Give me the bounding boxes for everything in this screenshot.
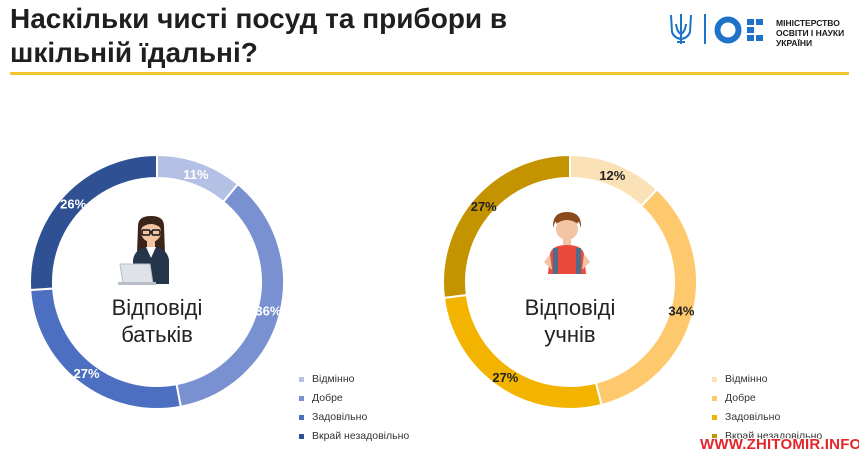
legend-swatch xyxy=(299,377,304,382)
students-segment-labels: 12% 34% 27% 27% xyxy=(471,168,695,385)
students-legend: Відмінно Добре Задовільно Вкрай незадові… xyxy=(712,370,822,446)
page-title: Наскільки чисті посуд та прибори в шкіль… xyxy=(10,2,630,70)
ministry-name-line-2: ОСВІТИ І НАУКИ xyxy=(776,28,845,38)
legend-label: Відмінно xyxy=(312,373,355,385)
students-center-label-line-1: Відповіді xyxy=(525,295,616,320)
ministry-mark-icon xyxy=(714,16,763,44)
legend-swatch xyxy=(299,415,304,420)
students-segment-3 xyxy=(442,293,603,410)
legend-label: Вкрай незадовільно xyxy=(725,430,823,442)
students-segment-label-4: 27% xyxy=(471,199,497,214)
parents-legend-item: Задовільно xyxy=(299,408,409,427)
students-segment-2 xyxy=(594,188,698,407)
parents-legend-item: Добре xyxy=(299,389,409,408)
legend-swatch xyxy=(712,377,717,382)
parents-segments xyxy=(29,153,285,410)
legend-swatch xyxy=(299,396,304,401)
ministry-logo: МІНІСТЕРСТВО ОСВІТИ І НАУКИ УКРАЇНИ xyxy=(668,10,858,50)
ministry-name-line-1: МІНІСТЕРСТВО xyxy=(776,18,840,28)
legend-label: Задовільно xyxy=(312,411,368,423)
parents-segment-labels: 11% 36% 27% 26% xyxy=(60,167,282,381)
parents-segment-4 xyxy=(29,153,158,292)
parents-segment-label-4: 26% xyxy=(60,196,86,211)
legend-label: Відмінно xyxy=(725,373,768,385)
students-segment-label-1: 12% xyxy=(599,168,625,183)
parents-segment-label-3: 27% xyxy=(74,366,100,381)
student-boy-icon xyxy=(544,212,590,274)
parents-segment-1 xyxy=(156,153,240,204)
parents-segment-2 xyxy=(175,182,285,408)
parents-segment-label-2: 36% xyxy=(255,304,281,319)
students-legend-item: Задовільно xyxy=(712,408,822,427)
ministry-name-line-3: УКРАЇНИ xyxy=(776,38,813,48)
parent-woman-laptop-icon xyxy=(118,216,169,285)
ministry-name: МІНІСТЕРСТВО ОСВІТИ І НАУКИ УКРАЇНИ xyxy=(776,18,856,48)
site-watermark: WWW.ZHITOMIR.INFO xyxy=(700,436,859,453)
students-segments xyxy=(442,153,698,410)
parents-legend-item: Вкрай незадовільно xyxy=(299,427,409,446)
legend-swatch xyxy=(712,415,717,420)
legend-label: Добре xyxy=(312,392,343,404)
parents-segment-3 xyxy=(29,287,182,410)
parents-legend: Відмінно Добре Задовільно Вкрай незадові… xyxy=(299,370,409,446)
parents-center-label-line-2: батьків xyxy=(121,322,193,347)
students-segment-label-3: 27% xyxy=(492,370,518,385)
students-legend-item: Вкрай незадовільно xyxy=(712,427,822,446)
legend-label: Задовільно xyxy=(725,411,781,423)
legend-label: Вкрай незадовільно xyxy=(312,430,410,442)
students-segment-1 xyxy=(569,153,659,208)
students-center-label-line-2: учнів xyxy=(544,322,595,347)
logo-divider xyxy=(704,14,706,44)
legend-swatch xyxy=(712,434,717,439)
students-segment-4 xyxy=(442,153,571,300)
legend-swatch xyxy=(299,434,304,439)
page-title-line-2: шкільній їдальні? xyxy=(10,37,258,68)
students-segment-label-2: 34% xyxy=(668,304,694,319)
trident-icon xyxy=(670,14,692,44)
parents-center-label-line-1: Відповіді xyxy=(112,295,203,320)
legend-swatch xyxy=(712,396,717,401)
page-title-line-1: Наскільки чисті посуд та прибори в xyxy=(10,3,508,34)
parents-segment-label-1: 11% xyxy=(183,167,209,182)
students-legend-item: Добре xyxy=(712,389,822,408)
legend-label: Добре xyxy=(725,392,756,404)
students-legend-item: Відмінно xyxy=(712,370,822,389)
title-underline xyxy=(10,72,849,75)
parents-legend-item: Відмінно xyxy=(299,370,409,389)
